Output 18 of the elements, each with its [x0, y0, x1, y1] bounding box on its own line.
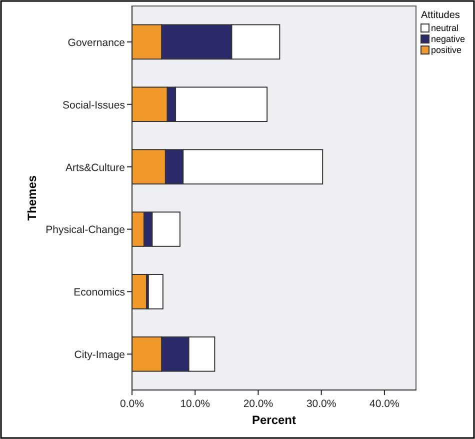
y-tick-label: Arts&Culture [65, 162, 126, 174]
x-tick-label: 40.0% [370, 398, 400, 410]
y-axis-title: Themes [25, 175, 39, 221]
y-tick-label: City-Image [74, 349, 126, 362]
legend-label: negative [431, 34, 466, 44]
x-tick-label: 30.0% [306, 398, 336, 410]
y-tick-label: Physical-Change [46, 224, 126, 236]
legend-label: positive [431, 45, 462, 55]
y-tick-label: Economics [74, 286, 125, 299]
x-tick-label: 20.0% [243, 398, 274, 410]
bar [148, 274, 164, 310]
legend-title: Attitudes [421, 10, 460, 21]
y-tick-label: Governance [68, 36, 126, 49]
x-tick-label: 10.0% [180, 398, 210, 410]
y-tick-label: Social-Issues [62, 99, 125, 112]
legend-label: neutral [431, 23, 459, 33]
x-axis-title: Percent [252, 413, 296, 427]
x-tick-label: 0.0% [120, 398, 144, 410]
